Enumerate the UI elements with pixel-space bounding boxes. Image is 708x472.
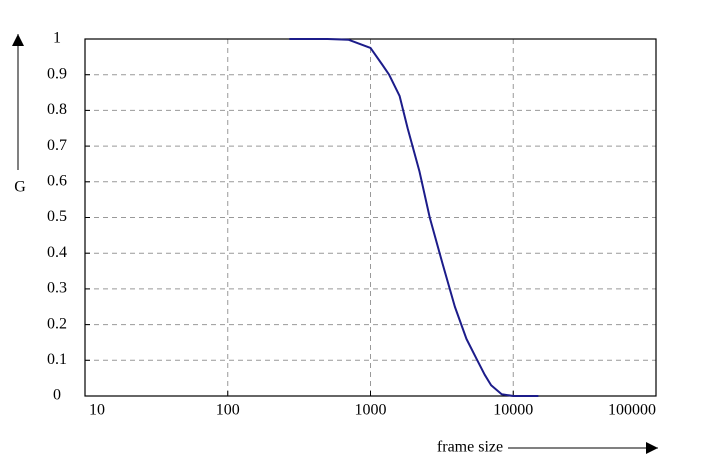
y-axis-label: G [14, 179, 26, 196]
x-tick-label: 100 [216, 402, 240, 419]
x-tick-label: 10 [89, 402, 105, 419]
x-tick-label: 1000 [355, 402, 387, 419]
y-tick-label: 0.9 [47, 65, 67, 82]
y-tick-label: 0.8 [47, 101, 67, 118]
y-tick-label: 0.6 [47, 172, 67, 189]
y-tick-label: 0 [53, 387, 61, 404]
x-tick-label: 10000 [493, 402, 533, 419]
y-tick-label: 0.7 [47, 137, 67, 154]
y-tick-label: 0.5 [47, 208, 67, 225]
data-line [289, 38, 539, 397]
x-axis-label: frame size [437, 439, 503, 456]
y-tick-label: 0.4 [47, 244, 67, 261]
y-tick-label: 1 [53, 30, 61, 47]
y-tick-label: 0.1 [47, 351, 67, 368]
x-tick-label: 100000 [608, 402, 656, 419]
y-tick-label: 0.3 [47, 280, 67, 297]
plot-frame [84, 38, 657, 397]
y-tick-label: 0.2 [47, 315, 67, 332]
